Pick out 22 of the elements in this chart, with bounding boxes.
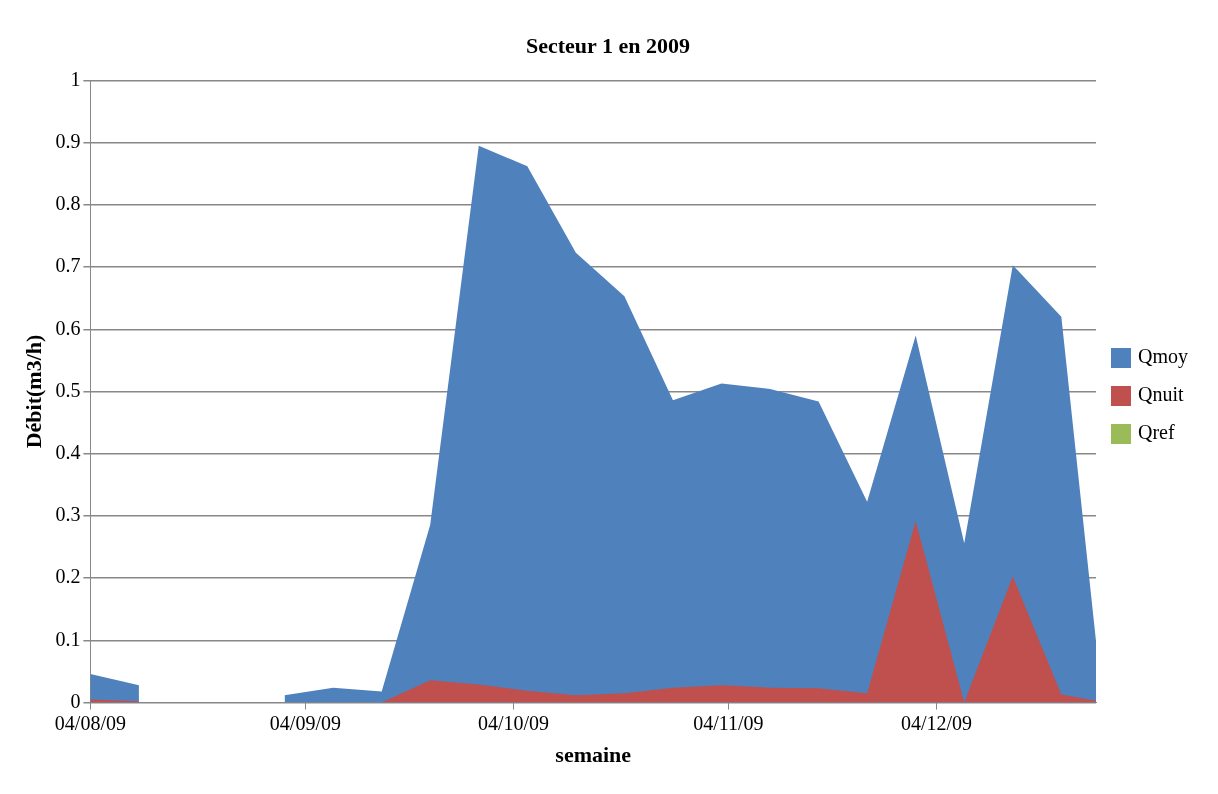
- y-tick-label: 0.1: [55, 627, 81, 650]
- y-axis-title: Débit(m3/h): [20, 334, 46, 449]
- y-tick-label: 0.3: [55, 503, 81, 526]
- y-tick-label: 0: [70, 689, 81, 712]
- legend-label: Qmoy: [1138, 345, 1188, 369]
- x-tick-label: 04/09/09: [269, 711, 341, 734]
- y-tick-label: 0.8: [55, 192, 81, 215]
- legend-label: Qnuit: [1138, 383, 1184, 406]
- y-tick-label: 0.9: [55, 129, 81, 152]
- x-tick-label: 04/08/09: [54, 711, 126, 734]
- x-tick-label: 04/12/09: [900, 711, 973, 734]
- y-tick-label: 1: [70, 67, 81, 90]
- legend-label: Qref: [1138, 421, 1175, 444]
- y-tick-label: 0.4: [55, 440, 81, 463]
- y-tick-label: 0.6: [55, 316, 81, 339]
- x-tick-label: 04/11/09: [693, 711, 764, 734]
- y-tick-label: 0.2: [55, 565, 81, 588]
- y-tick-label: 0.5: [55, 378, 81, 401]
- x-axis-title: semaine: [555, 742, 632, 768]
- y-tick-label: 0.7: [55, 254, 81, 277]
- chart-title: Secteur 1 en 2009: [526, 32, 690, 58]
- x-tick-label: 04/10/09: [477, 711, 550, 734]
